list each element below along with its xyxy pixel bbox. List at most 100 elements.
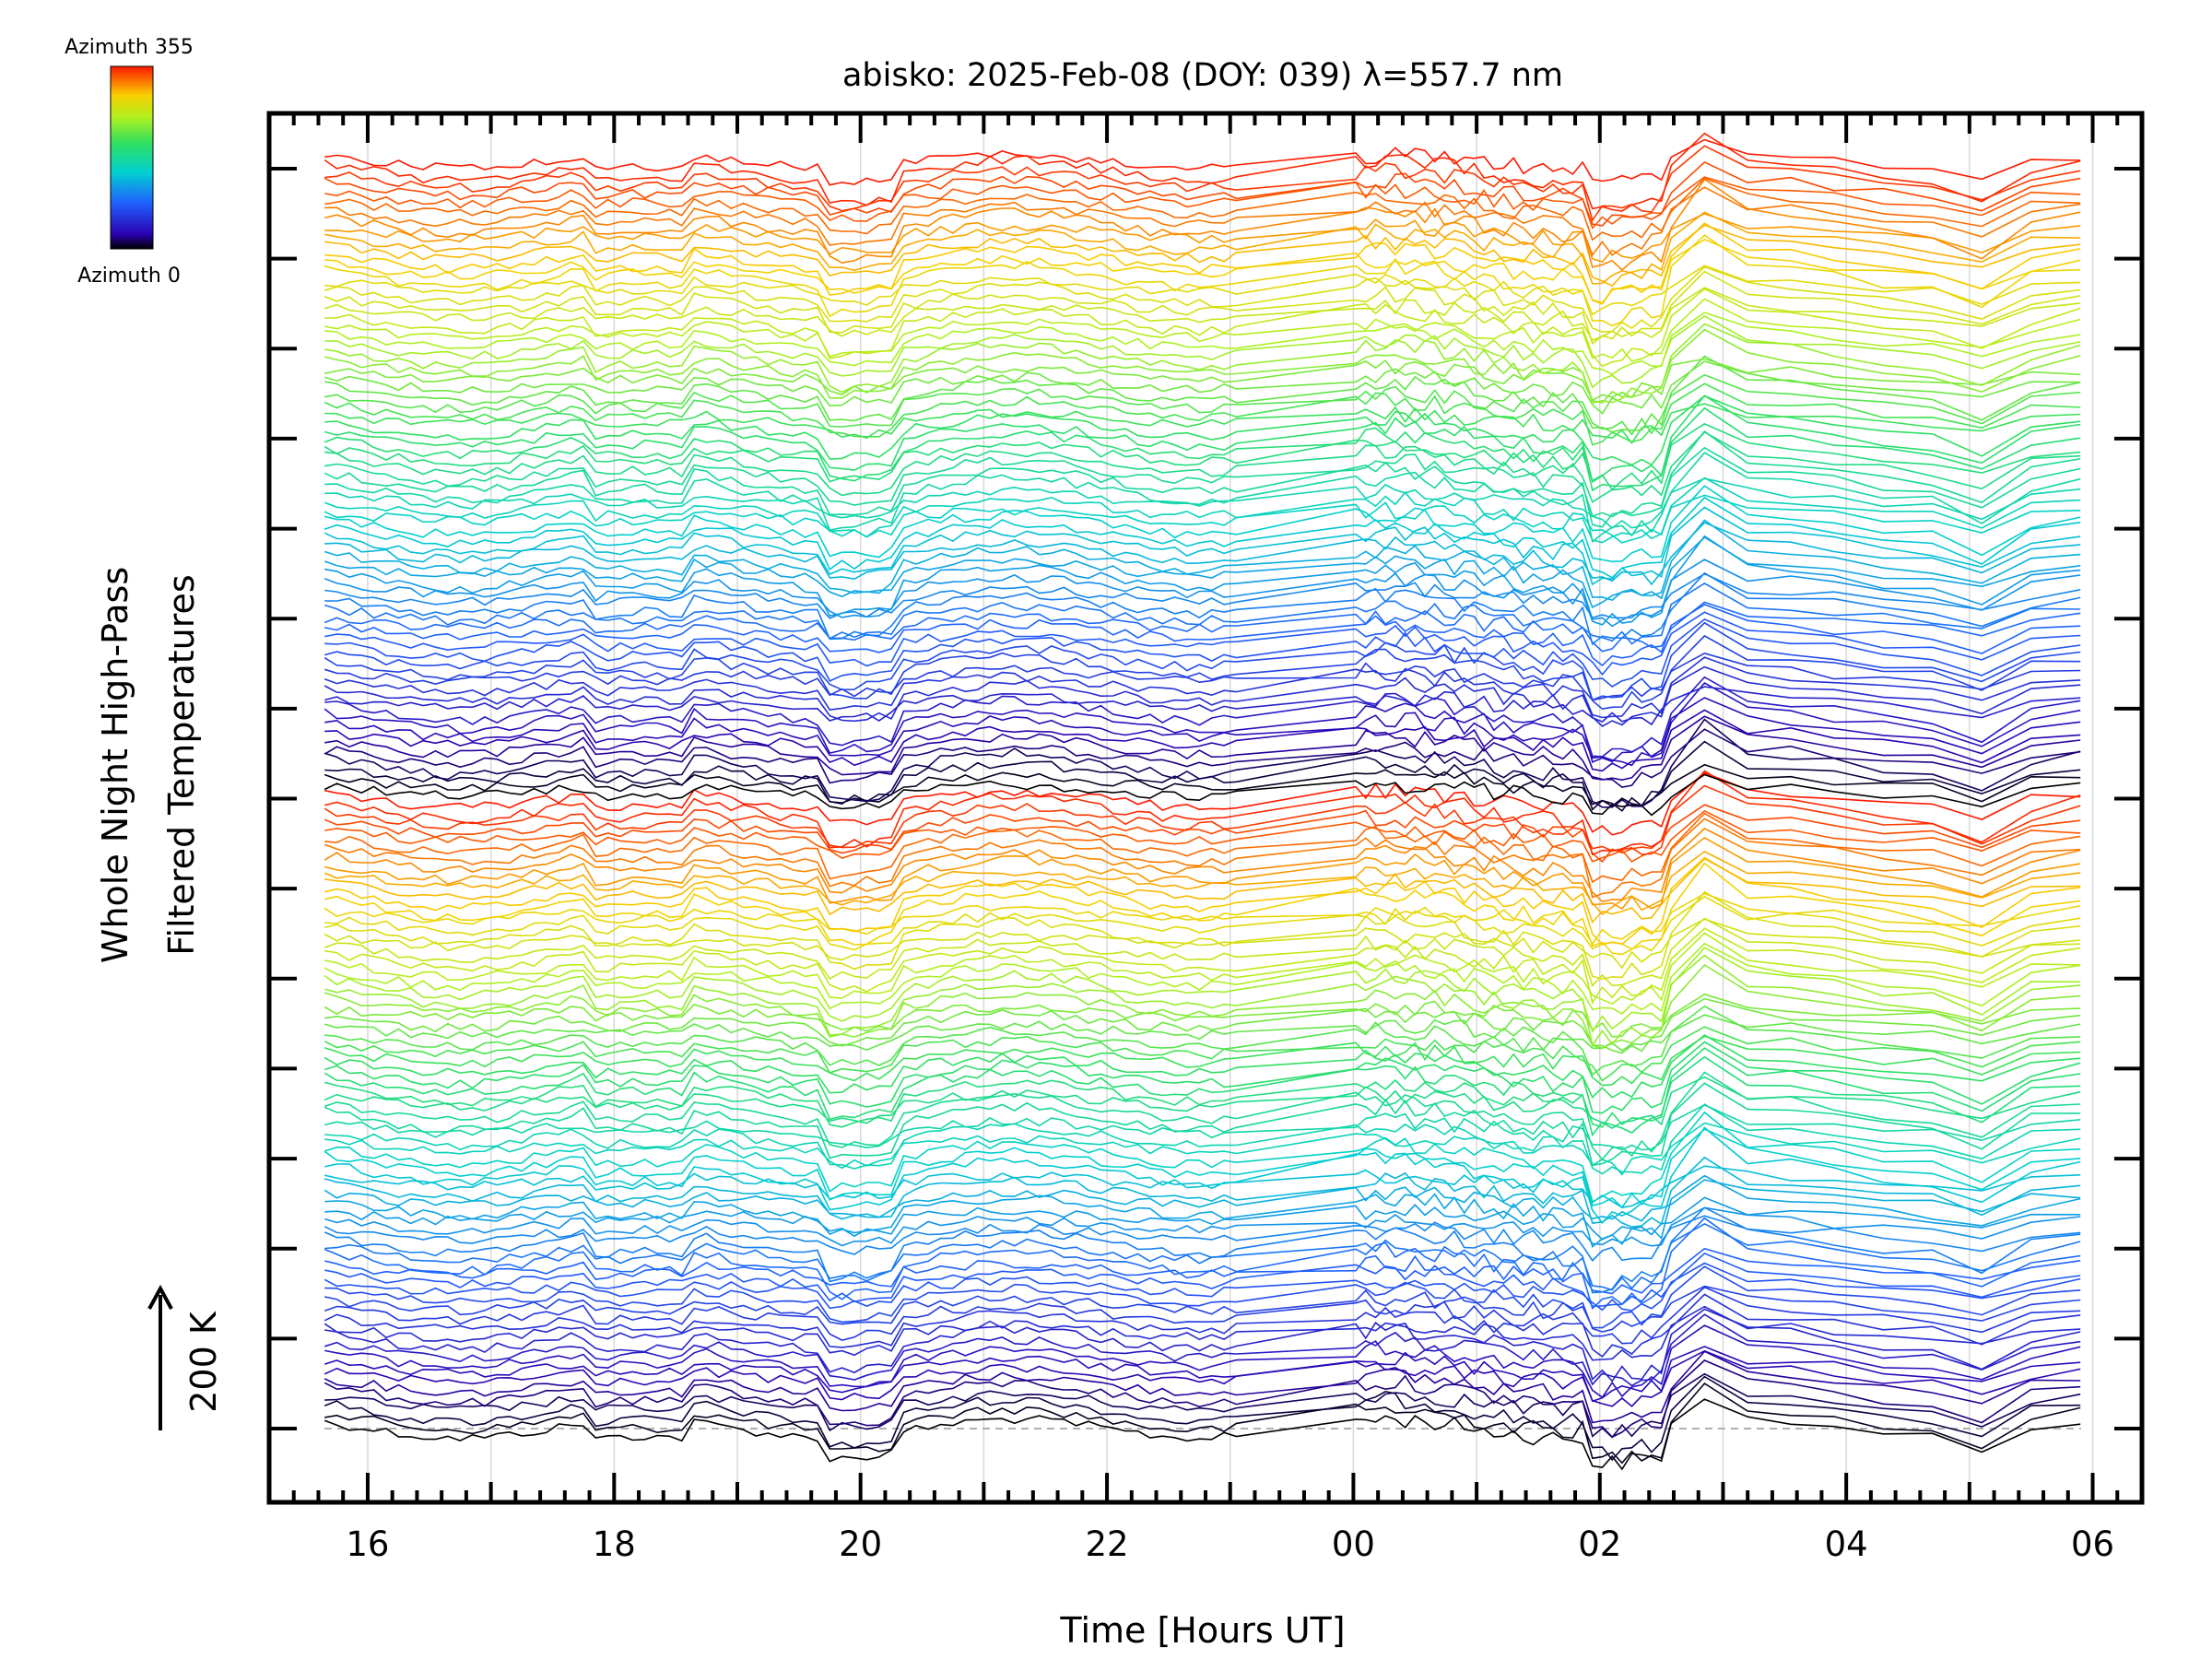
series-line [324,618,2081,688]
y-axis-label-line2: Filtered Temperatures [161,574,202,955]
series-line [324,1035,2081,1087]
series-line [324,382,2081,446]
series-line [324,1014,2081,1052]
series-line [324,1206,2081,1294]
x-tick-label: 02 [1578,1524,1621,1564]
series-line [324,763,2081,807]
series-line [324,1308,2081,1382]
series-line [324,1111,2081,1204]
axis-ticks [269,113,2142,1502]
series-line [324,942,2081,1015]
series-line [324,1350,2081,1424]
x-axis-label: Time [Hours UT] [1059,1610,1345,1651]
series-line [324,222,2081,305]
series-line [324,1346,2081,1403]
series-line [324,446,2081,528]
series-line [324,1286,2081,1345]
series-line [324,238,2081,304]
colorbar-top-label: Azimuth 355 [65,36,194,59]
series-line [324,477,2081,529]
series-line [324,784,2081,855]
series-line [324,265,2081,334]
series-line [324,1055,2081,1137]
series-line [324,856,2081,946]
series-line [324,485,2081,563]
series-line [324,1165,2081,1208]
series-line [324,178,2081,271]
series-line [324,954,2081,1048]
series-line [324,496,2081,579]
series-line [324,186,2081,257]
series-line [324,993,2081,1038]
series-line [324,1349,2081,1407]
series-line [324,571,2081,646]
series-line [324,828,2081,903]
x-tick-label: 16 [346,1524,389,1564]
series-line [324,652,2081,701]
series-line [324,681,2081,763]
series-line [324,535,2081,626]
series-line [324,709,2081,772]
series-line [324,1382,2081,1465]
series-line [324,355,2081,433]
series-line [324,160,2081,227]
series-line [324,1026,2081,1082]
series-line [324,932,2081,1006]
series-line [324,997,2081,1054]
series-line [324,809,2081,863]
series-line [324,947,2081,1033]
series-line [324,1222,2081,1291]
series-line [324,1179,2081,1222]
series-line [324,559,2081,628]
colorbar-legend: Azimuth 355 Azimuth 0 [65,36,194,288]
series-line [324,138,2081,186]
series-line [324,270,2081,346]
series-line [324,1196,2081,1241]
x-tick-label: 22 [1086,1524,1129,1564]
series-line [324,519,2081,601]
series-line [324,211,2081,285]
series-line [324,1076,2081,1130]
series-line [324,1293,2081,1358]
series-line [324,892,2081,946]
series-line [324,621,2081,701]
series-line [324,656,2081,719]
series-line [324,358,2081,402]
series-line [324,676,2081,758]
series-line [324,314,2081,389]
series-line [324,1071,2081,1161]
series-line [324,812,2081,884]
series-line [324,394,2081,483]
series-line [324,1285,2081,1333]
series-line [324,773,2081,817]
chart-title: abisko: 2025-Feb-08 (DOY: 039) λ=557.7 n… [842,57,1563,94]
series-line [324,857,2081,924]
series-line [324,686,2081,726]
series-line [324,213,2081,264]
series-line [324,818,2081,899]
series-line [324,728,2081,788]
series-line [324,804,2081,864]
series-line [324,287,2081,342]
series-line [324,373,2081,436]
series-line [324,601,2081,653]
series-line [324,1128,2081,1209]
plot-frame [266,111,2145,1505]
series-line [324,1174,2081,1248]
colorbar [110,65,154,250]
series-line [324,604,2081,667]
series-line [324,265,2081,316]
scale-label: 200 K [183,1311,224,1413]
scale-indicator: 200 K [147,1284,224,1430]
x-tick-label: 04 [1825,1524,1868,1564]
series-line [324,360,2081,415]
series-line [324,522,2081,586]
series-line [324,1156,2081,1229]
x-tick-labels: 16 18 20 22 00 02 04 06 [346,1524,2114,1564]
series-line [324,452,2081,544]
series-line [324,1034,2081,1099]
series-line [324,1252,2081,1308]
series-line [324,1262,2081,1312]
series-line [324,1005,2081,1077]
series-line [324,582,2081,645]
